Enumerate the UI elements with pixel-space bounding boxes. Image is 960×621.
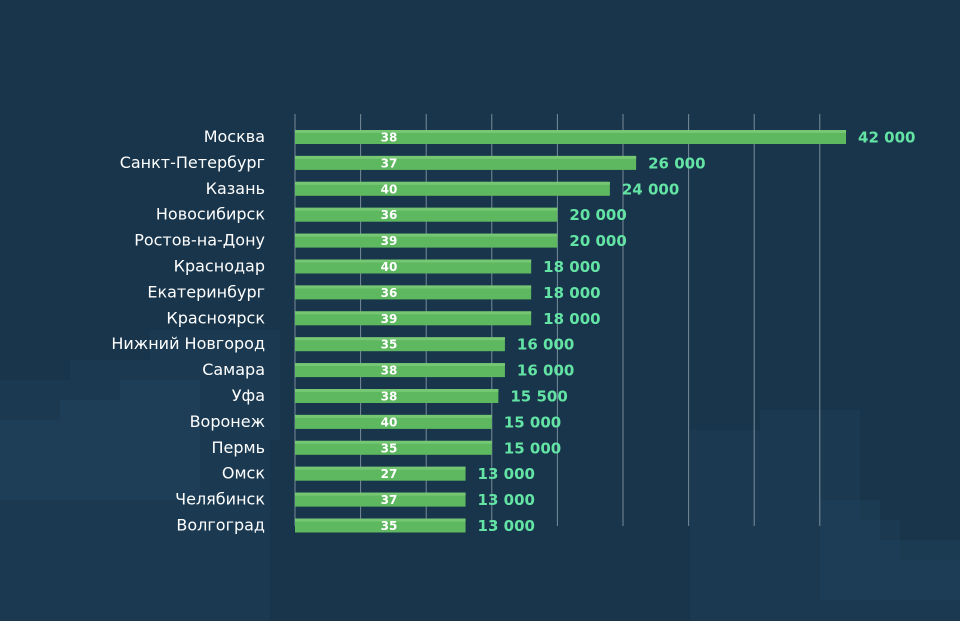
bar-inner-label: 37 bbox=[381, 493, 398, 507]
bar-value-label: 13 000 bbox=[478, 491, 535, 509]
category-label: Красноярск bbox=[166, 308, 265, 327]
bar bbox=[295, 233, 558, 248]
bar bbox=[295, 389, 499, 403]
bar-value-label: 15 000 bbox=[504, 413, 561, 431]
bar-highlight bbox=[295, 337, 505, 341]
bar-value-label: 24 000 bbox=[622, 180, 679, 198]
bar-highlight bbox=[295, 285, 532, 289]
bar-value-label: 42 000 bbox=[858, 129, 915, 147]
bar-value-label: 13 000 bbox=[478, 465, 535, 483]
category-label: Самара bbox=[202, 360, 265, 379]
bar bbox=[295, 130, 847, 144]
bar-inner-label: 36 bbox=[381, 208, 398, 222]
category-label: Ростов-на-Дону bbox=[134, 231, 265, 250]
bar-value-label: 16 000 bbox=[517, 336, 574, 354]
bar bbox=[295, 414, 492, 429]
bar-inner-label: 38 bbox=[381, 131, 398, 145]
bar bbox=[295, 311, 532, 326]
bar-highlight bbox=[295, 233, 558, 237]
category-label: Нижний Новгород bbox=[111, 334, 265, 353]
category-label: Екатеринбург bbox=[147, 282, 265, 301]
bar bbox=[295, 155, 637, 170]
bar-highlight bbox=[295, 518, 466, 522]
category-label: Казань bbox=[206, 179, 265, 198]
bar-inner-label: 37 bbox=[381, 156, 398, 170]
bar-highlight bbox=[295, 389, 499, 392]
bar-highlight bbox=[295, 492, 466, 496]
category-label: Новосибирск bbox=[156, 205, 265, 224]
bar-value-label: 18 000 bbox=[543, 284, 600, 302]
category-label: Санкт-Петербург bbox=[120, 153, 265, 172]
bar bbox=[295, 440, 492, 455]
bar bbox=[295, 492, 466, 507]
category-label: Омск bbox=[222, 464, 265, 483]
bar-inner-label: 40 bbox=[381, 260, 398, 274]
bar-highlight bbox=[295, 440, 492, 444]
bar-value-label: 18 000 bbox=[543, 258, 600, 276]
bar-value-label: 15 500 bbox=[510, 388, 567, 406]
bar-inner-label: 39 bbox=[381, 234, 398, 248]
bar-highlight bbox=[295, 207, 558, 211]
bar-value-label: 16 000 bbox=[517, 362, 574, 380]
bar-inner-label: 35 bbox=[381, 338, 398, 352]
category-label: Челябинск bbox=[175, 490, 265, 509]
bar-inner-label: 38 bbox=[381, 364, 398, 378]
bar-highlight bbox=[295, 155, 637, 159]
bar-inner-label: 39 bbox=[381, 312, 398, 326]
bar bbox=[295, 363, 505, 378]
bars bbox=[295, 130, 847, 533]
category-label: Краснодар bbox=[174, 257, 265, 276]
bar bbox=[295, 337, 505, 352]
bar-highlight bbox=[295, 130, 847, 133]
bar-highlight bbox=[295, 466, 466, 470]
bar bbox=[295, 181, 610, 196]
bar-inner-label: 35 bbox=[381, 519, 398, 533]
bar bbox=[295, 207, 558, 222]
bar-value-label: 15 000 bbox=[504, 439, 561, 457]
bar-inner-label: 40 bbox=[381, 415, 398, 429]
bar-highlight bbox=[295, 414, 492, 418]
bar-inner-label: 38 bbox=[381, 390, 398, 404]
bar-highlight bbox=[295, 311, 532, 315]
category-label: Уфа bbox=[232, 386, 265, 405]
bar-inner-label: 27 bbox=[381, 467, 398, 481]
bar-inner-label: 40 bbox=[381, 182, 398, 196]
bar-inner-label: 35 bbox=[381, 441, 398, 455]
bar bbox=[295, 466, 466, 481]
bar-highlight bbox=[295, 259, 532, 263]
bar-value-label: 18 000 bbox=[543, 310, 600, 328]
labels: Москва 38 42 000 Санкт-Петербург 37 26 000 Каз… bbox=[111, 127, 915, 535]
bar-highlight bbox=[295, 181, 610, 185]
bar bbox=[295, 518, 466, 533]
category-label: Волгоград bbox=[176, 516, 265, 535]
category-label: Москва bbox=[204, 127, 265, 146]
bar-value-label: 26 000 bbox=[648, 154, 705, 172]
bar-highlight bbox=[295, 363, 505, 367]
bar bbox=[295, 285, 532, 300]
bar-value-label: 20 000 bbox=[569, 232, 626, 250]
bar-inner-label: 36 bbox=[381, 286, 398, 300]
bar bbox=[295, 259, 532, 274]
category-label: Пермь bbox=[211, 438, 265, 457]
bar-value-label: 13 000 bbox=[478, 517, 535, 535]
category-label: Воронеж bbox=[190, 412, 265, 431]
bar-value-label: 20 000 bbox=[569, 206, 626, 224]
